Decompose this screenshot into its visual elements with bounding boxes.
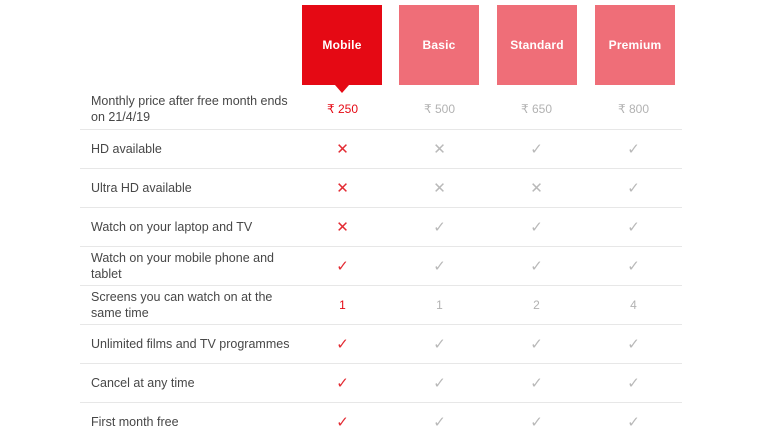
cross-icon: ✕ <box>530 180 543 197</box>
check-icon: ✓ <box>530 141 543 158</box>
cross-icon: ✕ <box>336 141 349 158</box>
cell-basic-price: ₹ 500 <box>424 102 455 116</box>
check-icon: ✓ <box>530 375 543 392</box>
cross-icon: ✕ <box>336 180 349 197</box>
row-label: First month free <box>91 414 179 429</box>
row-label: Ultra HD available <box>91 180 192 195</box>
table-row-watch-laptop-tv: Watch on your laptop and TV ✕ ✓ ✓ ✓ <box>80 208 682 247</box>
table-row-monthly-price: Monthly price after free month ends on 2… <box>80 89 682 130</box>
cross-icon: ✕ <box>433 180 446 197</box>
check-icon: ✓ <box>530 258 543 275</box>
check-icon: ✓ <box>627 141 640 158</box>
cell-screen-count: 1 <box>339 298 346 312</box>
table-row-ultra-hd-available: Ultra HD available ✕ ✕ ✕ ✓ <box>80 169 682 208</box>
cell-standard-price: ₹ 650 <box>521 102 552 116</box>
check-icon: ✓ <box>627 219 640 236</box>
check-icon: ✓ <box>336 258 349 275</box>
row-label: Watch on your mobile phone and tablet <box>91 250 274 281</box>
plan-feature-table: Monthly price after free month ends on 2… <box>80 89 682 430</box>
plan-name: Basic <box>422 38 456 52</box>
cell-screen-count: 4 <box>630 298 637 312</box>
check-icon: ✓ <box>433 414 446 430</box>
plan-name: Standard <box>510 38 564 52</box>
plan-tab-basic[interactable]: Basic <box>399 5 479 85</box>
cross-icon: ✕ <box>336 219 349 236</box>
check-icon: ✓ <box>336 375 349 392</box>
check-icon: ✓ <box>433 375 446 392</box>
check-icon: ✓ <box>433 258 446 275</box>
table-row-simultaneous-screens: Screens you can watch on at the same tim… <box>80 286 682 325</box>
check-icon: ✓ <box>336 336 349 353</box>
check-icon: ✓ <box>627 336 640 353</box>
check-icon: ✓ <box>627 180 640 197</box>
check-icon: ✓ <box>433 336 446 353</box>
row-label: Watch on your laptop and TV <box>91 219 253 234</box>
table-row-unlimited-films: Unlimited films and TV programmes ✓ ✓ ✓ … <box>80 325 682 364</box>
row-label: Monthly price after free month ends on 2… <box>91 93 288 124</box>
cell-premium-price: ₹ 800 <box>618 102 649 116</box>
check-icon: ✓ <box>433 219 446 236</box>
check-icon: ✓ <box>530 219 543 236</box>
row-label: HD available <box>91 141 162 156</box>
table-row-cancel-any-time: Cancel at any time ✓ ✓ ✓ ✓ <box>80 364 682 403</box>
check-icon: ✓ <box>530 336 543 353</box>
plan-tab-standard[interactable]: Standard <box>497 5 577 85</box>
plan-tab-premium[interactable]: Premium <box>595 5 675 85</box>
cross-icon: ✕ <box>433 141 446 158</box>
row-label: Cancel at any time <box>91 375 195 390</box>
cell-screen-count: 2 <box>533 298 540 312</box>
table-row-watch-mobile-tablet: Watch on your mobile phone and tablet ✓ … <box>80 247 682 286</box>
plan-tab-mobile[interactable]: Mobile <box>302 5 382 93</box>
row-label: Screens you can watch on at the same tim… <box>91 289 273 320</box>
check-icon: ✓ <box>627 258 640 275</box>
check-icon: ✓ <box>336 414 349 430</box>
plan-name: Mobile <box>322 38 362 52</box>
cell-screen-count: 1 <box>436 298 443 312</box>
check-icon: ✓ <box>627 414 640 430</box>
table-row-hd-available: HD available ✕ ✕ ✓ ✓ <box>80 130 682 169</box>
table-row-first-month-free: First month free ✓ ✓ ✓ ✓ <box>80 403 682 430</box>
row-label: Unlimited films and TV programmes <box>91 336 290 351</box>
plan-name: Premium <box>608 38 662 52</box>
check-icon: ✓ <box>530 414 543 430</box>
check-icon: ✓ <box>627 375 640 392</box>
cell-mobile-price: ₹ 250 <box>327 102 358 116</box>
selected-plan-pointer <box>335 85 349 93</box>
